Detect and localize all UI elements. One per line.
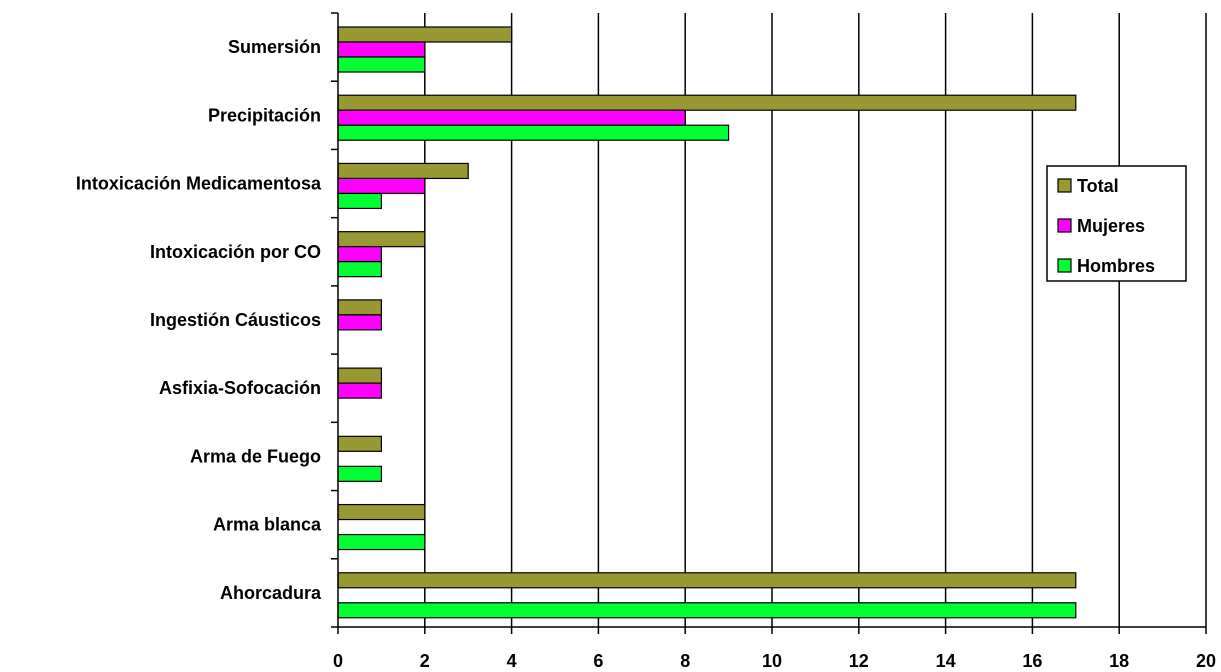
- category-label: Arma de Fuego: [190, 446, 321, 466]
- bar-total: [337, 231, 426, 248]
- bar-hombres: [337, 56, 426, 73]
- x-tick-label: 14: [936, 651, 956, 671]
- x-tick-label: 6: [593, 651, 603, 671]
- bar-total: [337, 162, 469, 180]
- category-label: Intoxicación Medicamentosa: [76, 174, 322, 194]
- category-label: Ahorcadura: [220, 583, 322, 603]
- category-label: Precipitación: [208, 105, 321, 125]
- bar-total: [337, 367, 383, 384]
- legend-label: Total: [1077, 176, 1119, 196]
- category-label: Ingestión Cáusticos: [150, 310, 321, 330]
- bar-hombres: [337, 602, 1077, 619]
- legend-label: Mujeres: [1077, 216, 1145, 236]
- x-tick-label: 2: [420, 651, 430, 671]
- legend-swatch: [1057, 258, 1072, 273]
- category-label: Asfixia-Sofocación: [159, 378, 321, 398]
- legend-label: Hombres: [1077, 256, 1155, 276]
- bar-mujeres: [337, 246, 383, 263]
- x-tick-label: 4: [507, 651, 517, 671]
- bars: [337, 26, 1077, 619]
- bar-hombres: [337, 124, 730, 141]
- bar-hombres: [337, 261, 383, 278]
- bar-total: [337, 299, 383, 316]
- bar-hombres: [337, 465, 383, 482]
- x-tick-label: 16: [1022, 651, 1042, 671]
- x-tick-label: 0: [333, 651, 343, 671]
- legend-swatch: [1057, 218, 1072, 233]
- bar-mujeres: [337, 314, 383, 331]
- bar-total: [337, 572, 1077, 589]
- category-label: Arma blanca: [213, 515, 322, 535]
- bar-total: [337, 435, 383, 452]
- bar-mujeres: [337, 109, 686, 126]
- bar-mujeres: [337, 382, 383, 399]
- legend-swatch: [1057, 178, 1072, 193]
- bar-mujeres: [337, 177, 426, 195]
- x-tick-label: 10: [762, 651, 782, 671]
- y-axis-ticks: Sumersión Precipitación Intoxicación Medic…: [76, 12, 338, 628]
- legend: Total Mujeres Hombres: [1046, 165, 1187, 282]
- category-label: Sumersión: [228, 37, 321, 57]
- bar-hombres: [337, 533, 426, 551]
- bar-mujeres: [337, 41, 426, 58]
- x-axis-ticks: 0 2 4 6 8 10 12 14 16 18 20: [333, 627, 1216, 671]
- bar-total: [337, 94, 1077, 111]
- x-tick-label: 12: [849, 651, 869, 671]
- bar-total: [337, 26, 513, 43]
- category-label: Intoxicación por CO: [150, 242, 321, 262]
- x-tick-label: 8: [680, 651, 690, 671]
- x-tick-label: 18: [1109, 651, 1129, 671]
- bar-total: [337, 503, 426, 521]
- x-tick-label: 20: [1196, 651, 1216, 671]
- bar-hombres: [337, 192, 383, 210]
